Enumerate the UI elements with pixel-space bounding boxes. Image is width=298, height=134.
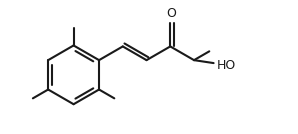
Text: HO: HO <box>217 59 236 72</box>
Text: O: O <box>166 7 176 20</box>
